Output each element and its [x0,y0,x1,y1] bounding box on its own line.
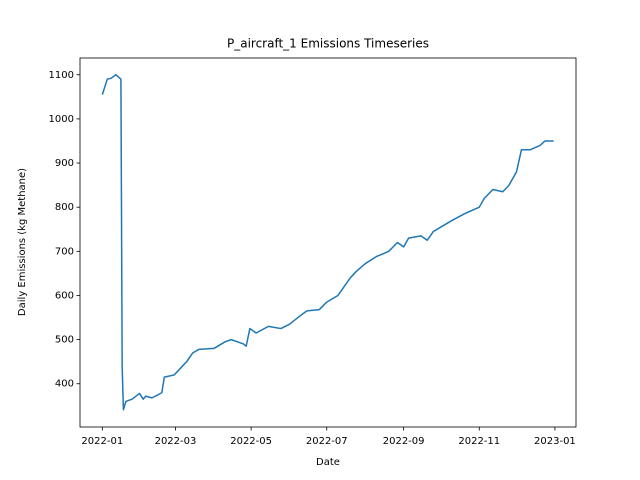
x-tick-label: 2022-05 [230,436,272,447]
x-tick-label: 2022-11 [458,436,500,447]
y-axis-label: Daily Emissions (kg Methane) [17,168,28,316]
y-tick-label: 400 [55,379,74,390]
x-tick-label: 2022-07 [306,436,348,447]
chart-title: P_aircraft_1 Emissions Timeseries [227,37,429,51]
y-tick-label: 1000 [49,114,74,125]
y-tick-label: 500 [55,335,74,346]
x-tick-label: 2023-01 [534,436,576,447]
y-tick-label: 900 [55,158,74,169]
data-line [101,74,554,411]
y-tick-label: 600 [55,290,74,301]
plot-frame [79,57,577,428]
x-tick-label: 2022-09 [383,436,425,447]
x-tick-label: 2022-03 [155,436,197,447]
x-tick-label: 2022-01 [81,436,123,447]
x-axis-label: Date [316,457,340,468]
y-tick-label: 800 [55,202,74,213]
y-tick-label: 700 [55,246,74,257]
y-tick-label: 1100 [49,70,74,81]
